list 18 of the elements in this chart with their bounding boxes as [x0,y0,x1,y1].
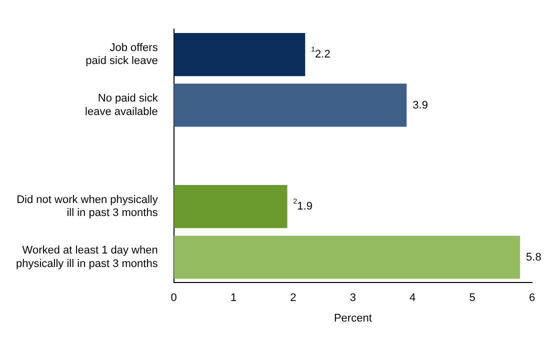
bar [174,236,520,279]
x-tick-label: 6 [528,292,536,304]
x-tick-label: 4 [410,292,416,304]
x-axis-title: Percent [334,312,372,324]
bar [174,185,288,228]
y-tick-label: Worked at least 1 day when physically ill in past 3 months [16,244,158,270]
y-tick-label: No paid sick leave available [85,92,158,118]
bar [174,33,306,76]
y-tick-label: Did not work when physically ill in past 3 months [16,194,158,220]
data-label: 5.8 [526,251,542,264]
x-tick-label: 1 [230,292,237,304]
x-tick-label: 5 [469,292,476,304]
x-tick-label: 2 [290,292,296,304]
bar [174,84,407,127]
x-tick-label: 0 [170,292,177,304]
y-tick-label: Job offers paid sick leave [86,42,158,68]
x-tick-label: 3 [350,292,356,304]
data-label: 3.9 [412,99,428,112]
